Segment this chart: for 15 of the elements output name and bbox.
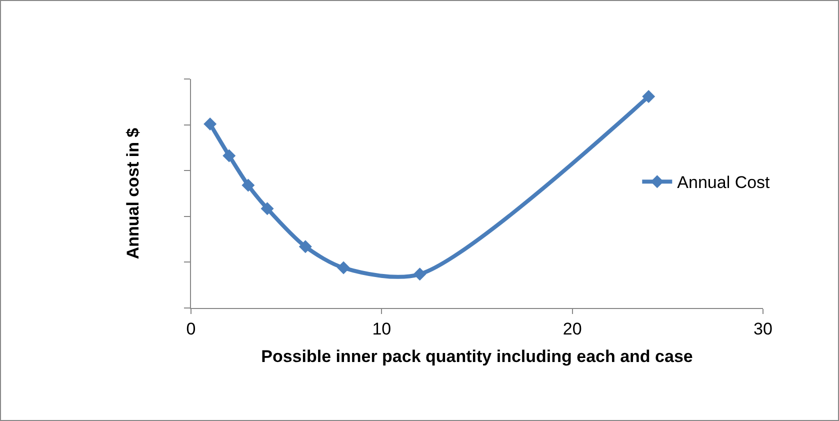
legend-label: Annual Cost [677,173,770,192]
x-tick-label: 0 [186,319,196,338]
x-tick-label: 30 [754,319,772,338]
x-tick-label: 20 [562,319,582,338]
point [242,178,255,192]
point [337,261,350,274]
x-tick-label: 10 [372,319,392,338]
point [260,202,274,216]
point [642,90,656,103]
y-axis-title: Annual cost in $ [124,127,143,260]
point [298,240,312,254]
point [413,268,426,281]
x-axis-title: Possible inner pack quantity including each and case [261,346,693,366]
point [204,117,217,130]
point [222,149,236,162]
